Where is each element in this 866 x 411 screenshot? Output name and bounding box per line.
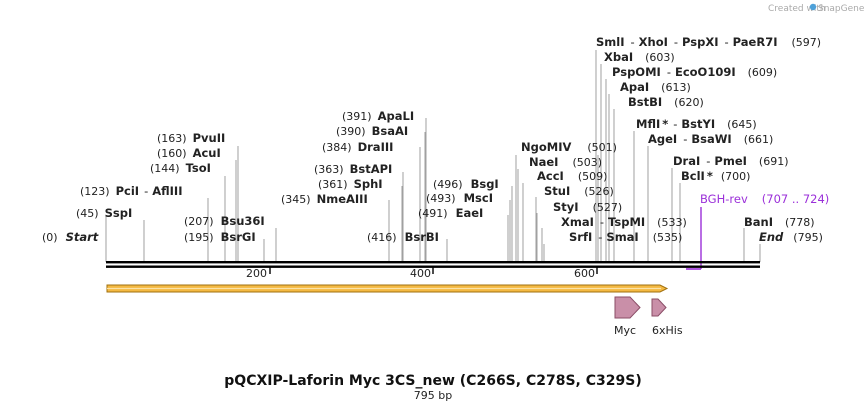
site-srfi-smai: SrfI - SmaI (535)	[569, 230, 682, 244]
credit-brand: SnapGene	[818, 4, 865, 14]
site-pvuii: (163) PvuII	[157, 131, 225, 145]
site-bani: BanI (778)	[744, 215, 815, 229]
myc-arrow-icon	[614, 296, 641, 319]
orf-arrow[interactable]	[106, 284, 669, 293]
snapgene-logo-icon	[809, 3, 817, 11]
ruler: 200 400 600	[246, 267, 598, 280]
ruler-label: 200	[246, 267, 267, 280]
site-drai-pmei: DraI - PmeI (691)	[673, 154, 789, 168]
site-xbai: XbaI (603)	[604, 50, 675, 64]
feature-label: Myc	[614, 324, 636, 337]
site-naei: NaeI (503)	[529, 155, 602, 169]
site-styi: StyI (527)	[553, 200, 622, 214]
site-acci: AccI (509)	[537, 169, 607, 183]
backbone	[106, 261, 760, 268]
site-sphi: (361) SphI	[318, 177, 383, 191]
site-nmeaiii: (345) NmeAIII	[281, 192, 368, 206]
site-smli-xhoi-pspxi-paer7i: SmlI - XhoI - PspXI - PaeR7I (597)	[596, 35, 821, 49]
site-leader-lines	[105, 50, 761, 262]
site-ngomiv: NgoMIV (501)	[521, 140, 617, 154]
feature-myc[interactable]: Myc	[614, 296, 641, 337]
site-bsu36i: (207) Bsu36I	[184, 214, 265, 228]
site-bstbi: BstBI (620)	[628, 95, 704, 109]
primer-label: BGH-rev (707 .. 724)	[700, 192, 829, 206]
site-eaei: (491) EaeI	[418, 206, 483, 220]
site-apai: ApaI (613)	[620, 80, 691, 94]
site-tsoi: (144) TsoI	[150, 161, 211, 175]
feature-6xhis[interactable]: 6xHis	[651, 298, 683, 337]
site-stui: StuI (526)	[544, 184, 614, 198]
plasmid-length: 795 bp	[414, 389, 452, 402]
site-bsrgi: (195) BsrGI	[184, 230, 256, 244]
site-bsaai: (390) BsaAI	[336, 124, 408, 138]
site-draiii: (384) DraIII	[322, 140, 393, 154]
site-labels-right: NgoMIV (501) NaeI (503) AccI (509) StuI (526…	[521, 35, 823, 244]
credit-text: Created with	[768, 4, 826, 14]
site-xmai-tspmi: XmaI - TspMI (533)	[561, 215, 687, 229]
feature-label: 6xHis	[652, 324, 683, 337]
site-pcii-afliii: (123) PciI - AflIII	[80, 184, 182, 198]
site-bsrbi: (416) BsrBI	[367, 230, 439, 244]
his-arrow-icon	[651, 298, 667, 317]
site-mfli-bstyi: MflI * - BstYI (645)	[636, 117, 757, 131]
plasmid-title: pQCXIP-Laforin Myc 3CS_new (C266S, C278S…	[224, 373, 641, 389]
start-label: (0) Start	[42, 230, 99, 244]
site-sspi: (45) SspI	[76, 206, 132, 220]
site-bsgi: (496) BsgI	[433, 177, 499, 191]
site-labels-left: (0) Start (45) SspI (123) PciI - AflIII (144)…	[42, 109, 499, 244]
ruler-label: 600	[574, 267, 595, 280]
site-bcli: BclI * (700)	[681, 169, 750, 183]
end-label: End (795)	[759, 230, 823, 244]
site-pspomi-ecoo109i: PspOMI - EcoO109I (609)	[612, 65, 777, 79]
ruler-label: 400	[410, 267, 431, 280]
primer-bgh-rev[interactable]: BGH-rev (707 .. 724)	[686, 192, 829, 270]
site-acui: (160) AcuI	[157, 146, 221, 160]
site-msci: (493) MscI	[426, 191, 493, 205]
site-apali: (391) ApaLI	[342, 109, 414, 123]
site-agei-bsawi: AgeI - BsaWI (661)	[648, 132, 773, 146]
site-bstapi: (363) BstAPI	[314, 162, 392, 176]
